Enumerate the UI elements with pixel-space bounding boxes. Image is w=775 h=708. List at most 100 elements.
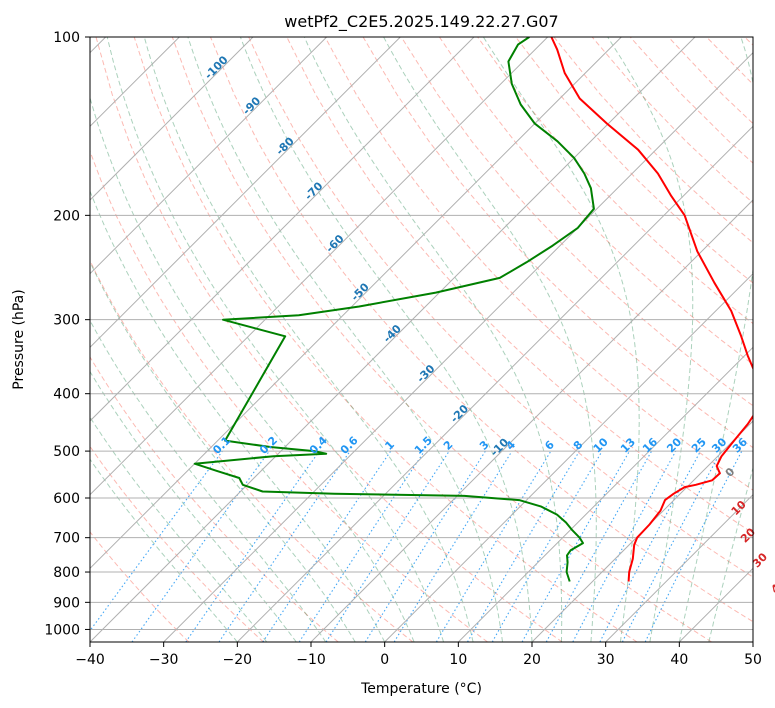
- dry-adiabat-line: [324, 37, 753, 491]
- y-tick-label: 500: [53, 444, 80, 460]
- x-tick-label: 10: [449, 652, 467, 668]
- isotherm-line: [163, 51, 753, 642]
- moist-adiabat-line: [90, 416, 268, 642]
- mixing-ratio-line: [185, 450, 320, 642]
- mixing-ratio-line: [218, 450, 351, 642]
- mixing-ratio-label: 13: [618, 435, 638, 455]
- isotherm-line: [90, 37, 696, 642]
- isotherm-label: -20: [448, 402, 471, 425]
- moist-adiabat-line: [106, 37, 445, 642]
- dry-adiabat-line: [171, 37, 712, 642]
- moist-adiabat-line: [90, 260, 356, 642]
- isotherm-line: [310, 199, 753, 642]
- mixing-ratio-label: 0.6: [338, 434, 361, 457]
- x-tick-label: 20: [523, 652, 541, 668]
- moist-adiabat-line: [90, 458, 238, 642]
- dry-adiabat-line: [133, 37, 638, 642]
- y-tick-label: 300: [53, 313, 80, 329]
- dry-adiabat-line: [248, 37, 753, 578]
- isotherm-line: [236, 125, 753, 642]
- dry-adiabat-line: [210, 37, 753, 623]
- isotherm-line: [90, 37, 254, 201]
- moist-adiabat-line: [383, 37, 597, 642]
- moist-adiabat-line: [239, 37, 533, 642]
- isotherm-line: [605, 493, 753, 642]
- dry-adiabat-line: [400, 37, 753, 407]
- mixing-ratio-line: [393, 450, 513, 642]
- dry-adiabat-line: [90, 445, 264, 642]
- dry-adiabat-line: [90, 259, 414, 642]
- moist-adiabat-line: [90, 189, 386, 642]
- x-tick-label: 50: [744, 652, 762, 668]
- moist-adiabat-line: [607, 37, 694, 642]
- dry-adiabat-line: [90, 531, 190, 642]
- isotherm-line: [90, 37, 622, 570]
- mixing-ratio-label: 36: [730, 435, 750, 455]
- x-tick-label: −40: [75, 652, 105, 668]
- y-tick-label: 200: [53, 208, 80, 224]
- y-tick-label: 1000: [44, 622, 80, 638]
- mixing-ratio-line: [467, 450, 580, 642]
- y-tick-label: 700: [53, 531, 80, 547]
- data-lines: [193, 37, 753, 582]
- dry-adiabat-line: [591, 37, 753, 204]
- isotherm-line: [90, 37, 328, 275]
- y-axis-label: Pressure (hPa): [11, 289, 27, 389]
- x-tick-label: −20: [223, 652, 253, 668]
- isotherm-line: [531, 420, 753, 642]
- isotherm-line: [90, 37, 549, 496]
- y-tick-label: 900: [53, 595, 80, 611]
- dry-adiabat-line: [515, 37, 753, 284]
- chart-title: wetPf2_C2E5.2025.149.22.27.G07: [284, 12, 558, 32]
- mixing-ratio-label: 30: [709, 435, 729, 455]
- x-tick-label: 30: [597, 652, 615, 668]
- dry-adiabat-line: [706, 37, 753, 86]
- mixing-ratio-line: [599, 450, 701, 642]
- isotherm-label: -40: [381, 322, 404, 345]
- moist-adiabat-line: [482, 37, 640, 642]
- isotherm-label: -80: [274, 134, 297, 157]
- mixing-ratio-label: 6: [542, 438, 557, 453]
- y-tick-label: 800: [53, 565, 80, 581]
- mixing-ratio-line: [131, 450, 270, 642]
- moist-adiabat-label: 20: [738, 525, 758, 545]
- mixing-ratio-label: 2: [441, 438, 456, 453]
- x-tick-label: 40: [670, 652, 688, 668]
- mixing-ratio-line: [644, 450, 743, 642]
- isotherm-label: -30: [414, 362, 437, 385]
- mixing-ratio-line: [325, 450, 450, 642]
- moist-adiabat-line: [187, 37, 503, 642]
- mixing-ratio-line: [298, 450, 425, 642]
- isotherm-line: [457, 346, 753, 642]
- isotherm-label: -50: [349, 280, 372, 303]
- moist-adiabat-line: [303, 37, 563, 642]
- mixing-ratio-label: 10: [591, 435, 611, 455]
- mixing-ratio-line: [545, 450, 653, 642]
- isotherm-label: -90: [240, 94, 263, 117]
- x-tick-label: −10: [296, 652, 326, 668]
- isotherm-line: [90, 37, 401, 349]
- isotherm-label: -60: [323, 232, 346, 255]
- mixing-ratio-label: 16: [640, 435, 660, 455]
- dry-adiabat-line: [95, 37, 563, 642]
- mixing-ratio-label: 8: [571, 438, 586, 453]
- moist-adiabat-label: 10: [729, 498, 749, 518]
- dry-adiabat-line: [90, 149, 488, 642]
- mixing-ratio-line: [572, 450, 677, 642]
- isotherm-label: -100: [202, 53, 231, 82]
- y-tick-label: 400: [53, 387, 80, 403]
- x-axis-label: Temperature (°C): [360, 681, 482, 697]
- mixing-ratio-line: [262, 450, 392, 642]
- background-lines: [90, 37, 753, 642]
- isotherm-line: [90, 37, 475, 422]
- plot-frame: [89, 36, 754, 643]
- isotherm-line: [752, 641, 753, 642]
- moist-adiabat-line: [90, 319, 327, 642]
- isotherm-line: [384, 272, 753, 642]
- y-tick-label: 600: [53, 491, 80, 507]
- dry-adiabat-line: [438, 37, 753, 365]
- mixing-ratio-line: [521, 450, 630, 642]
- axes: −40 −30 −20 −10 0 10 20 30 40 5010020030040050060…: [44, 30, 762, 668]
- moist-adiabat-label: 40: [768, 576, 775, 596]
